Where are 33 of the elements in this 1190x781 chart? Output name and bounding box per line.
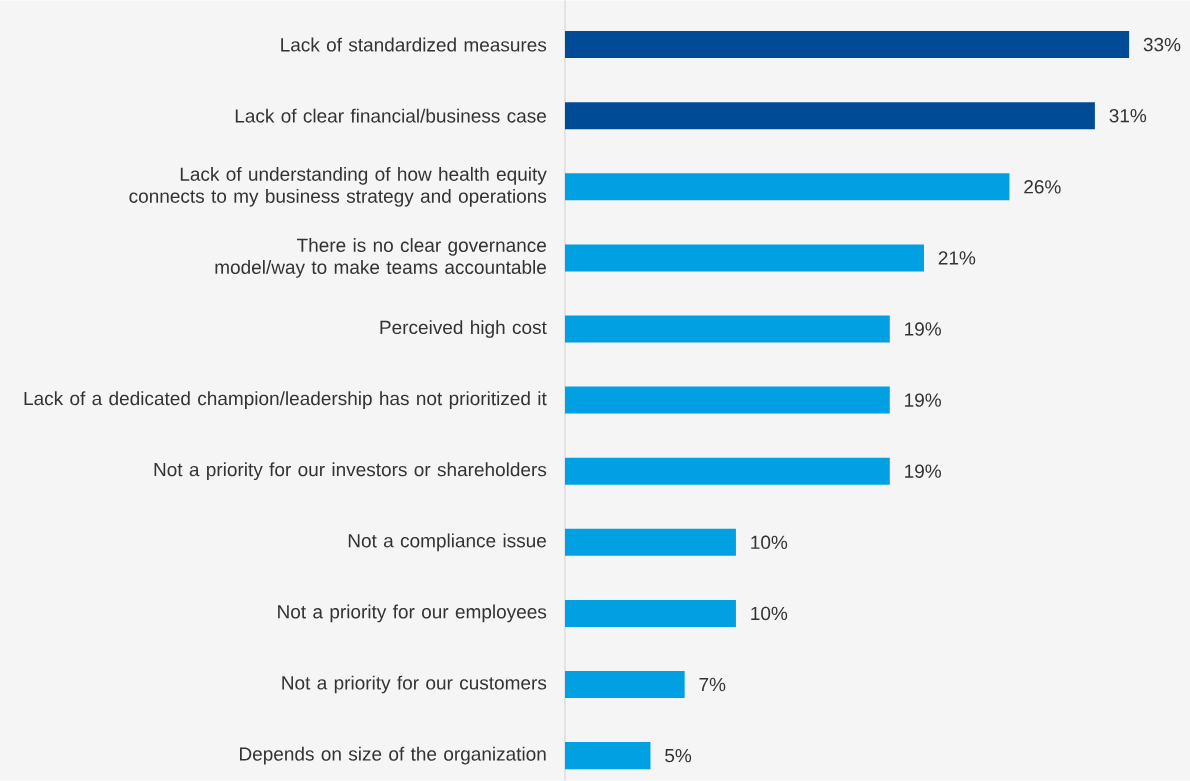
data-label: 21% [938,251,976,265]
data-label: 10% [751,606,788,621]
bar [565,457,890,485]
y-tick-label: Lack of understanding of how health equity connects to my business strategy and operations [129,166,547,207]
y-tick-label: Not a priority for our employees [278,604,547,623]
bar [565,528,736,556]
data-label: 7% [699,677,726,692]
data-label: 19% [905,322,941,336]
bar [565,742,651,770]
bar [565,599,736,627]
bar [565,671,685,699]
bar [565,173,1010,201]
data-label: 26% [1024,180,1061,194]
y-tick-label: Depends on size of the organization [240,746,546,765]
bar [565,315,890,343]
data-label: 19% [905,393,941,407]
y-tick-label: Not a compliance issue [348,533,546,552]
bar [565,31,1130,59]
y-tick-label: Lack of a dedicated champion/leadership has not prioritized it [24,391,547,409]
bar [565,386,890,414]
y-tick-label: There is no clear governance model/way to make teams accountable [215,238,546,278]
data-label: 31% [1109,108,1147,123]
data-label: 5% [665,748,692,763]
y-tick-label: Not a priority for our customers [282,675,547,694]
data-label: 33% [1143,37,1181,52]
y-tick-label: Not a priority for our investors or shareholders [154,462,547,481]
y-tick-label: Lack of standardized measures [281,37,547,52]
bar [565,244,924,272]
data-label: 19% [905,464,941,478]
y-tick-label: Perceived high cost [380,320,547,338]
data-label: 10% [751,535,788,550]
bar [565,102,1095,130]
y-tick-label: Lack of clear financial/business case [235,108,546,123]
